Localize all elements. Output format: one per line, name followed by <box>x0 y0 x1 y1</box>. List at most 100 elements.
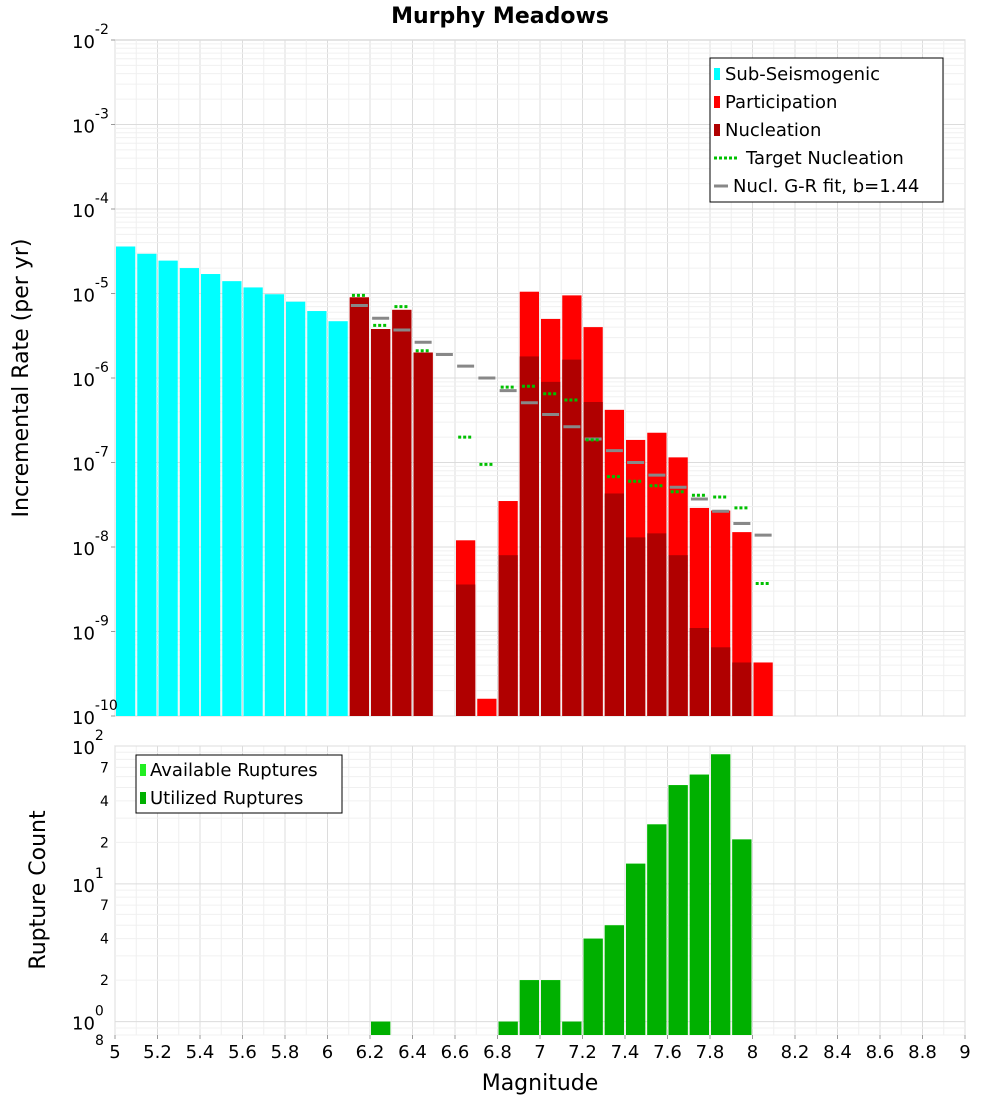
x-tick-label: 7.6 <box>653 1042 682 1063</box>
nucleation-bar <box>371 329 391 716</box>
legend-swatch <box>714 96 720 108</box>
utilized-rupture-bar <box>541 980 561 1035</box>
count-y-minor-label: 7 <box>100 760 109 776</box>
nucleation-bar <box>413 352 433 716</box>
x-tick-label: 6.6 <box>441 1042 470 1063</box>
rate-lines <box>350 293 772 585</box>
nucleation-bar <box>626 537 646 716</box>
x-tick-label: 7.2 <box>568 1042 597 1063</box>
utilized-rupture-bar <box>371 1021 391 1035</box>
rate-legend: Sub-Seismogenic Participation Nucleation Ta… <box>709 57 944 203</box>
count-y-minor-label: 8 <box>95 1033 104 1049</box>
x-tick-label: 7.4 <box>611 1042 640 1063</box>
legend-label: Participation <box>725 92 837 113</box>
rate-y-tick-exp: -3 <box>95 107 109 123</box>
sub-seismogenic-bar <box>137 253 157 716</box>
count-y-tick-exp: 1 <box>95 866 104 882</box>
x-axis-label: Magnitude <box>482 1071 599 1096</box>
rate-y-tick-base: 10 <box>72 32 95 53</box>
count-y-tick-label: 101 <box>72 866 104 897</box>
count-y-minor-label: 2 <box>100 973 109 989</box>
sub-seismogenic-bar <box>328 321 348 716</box>
rate-y-tick-label: 10-4 <box>72 191 109 222</box>
nucleation-bar <box>519 356 539 716</box>
rate-y-tick-label: 10-8 <box>72 529 109 560</box>
legend-swatch <box>714 68 720 80</box>
count-legend-label: Available Ruptures <box>150 760 318 781</box>
sub-seismogenic-bar <box>179 268 199 716</box>
rate-y-tick-exp: -4 <box>95 191 109 207</box>
nucleation-bar <box>456 584 476 716</box>
sub-seismogenic-bar <box>243 287 263 716</box>
count-y-tick-base: 10 <box>72 1014 95 1035</box>
utilized-rupture-bar <box>498 1021 518 1035</box>
nucleation-bar <box>689 628 709 716</box>
sub-seismogenic-bar <box>222 281 242 716</box>
utilized-rupture-bar <box>732 839 752 1035</box>
sub-seismogenic-bar <box>116 246 136 716</box>
x-tick-label: 5 <box>109 1042 120 1063</box>
participation-bar <box>753 662 773 716</box>
rate-y-tick-base: 10 <box>72 117 95 138</box>
rate-y-tick-label: 10-3 <box>72 107 109 138</box>
rate-y-tick-base: 10 <box>72 624 95 645</box>
count-y-minor-label: 4 <box>100 794 109 810</box>
legend-label: Nucleation <box>725 120 821 141</box>
rate-y-tick-exp: -7 <box>95 445 109 461</box>
rate-y-tick-label: 10-6 <box>72 360 109 391</box>
utilized-rupture-bar <box>689 774 709 1035</box>
rate-y-tick-base: 10 <box>72 455 95 476</box>
count-legend-swatch <box>140 764 146 776</box>
count-legend-box <box>135 754 343 814</box>
count-y-minor-label: 7 <box>100 898 109 914</box>
nucleation-bar <box>668 555 688 716</box>
rate-y-tick-label: 10-10 <box>72 698 118 729</box>
x-tick-label: 6.8 <box>483 1042 512 1063</box>
x-tick-label: 7 <box>534 1042 545 1063</box>
rate-y-tick-exp: -5 <box>95 276 109 292</box>
rate-y-tick-base: 10 <box>72 201 95 222</box>
rate-y-tick-base: 10 <box>72 370 95 391</box>
participation-bar <box>477 698 497 716</box>
nucleation-bar <box>647 533 667 716</box>
x-tick-label: 6 <box>322 1042 333 1063</box>
utilized-rupture-bar <box>626 863 646 1035</box>
nucleation-bar <box>498 555 518 716</box>
x-tick-label: 8.8 <box>908 1042 937 1063</box>
sub-seismogenic-bar <box>307 311 327 716</box>
count-y-tick-label: 100 <box>72 1004 104 1035</box>
legend-label: Target Nucleation <box>745 148 904 169</box>
sub-seismogenic-bar <box>264 294 284 716</box>
rate-y-tick-exp: -8 <box>95 529 109 545</box>
utilized-rupture-bar <box>604 925 624 1035</box>
count-x-ticks: 5 5.2 5.4 5.6 5.8 6 6.2 6.4 6.6 6.8 7 7.2 7.4 7.6 7.8 8… <box>109 1035 971 1063</box>
x-tick-label: 8 <box>747 1042 758 1063</box>
count-y-tick-exp: 2 <box>95 728 104 744</box>
count-y-tick-exp: 0 <box>95 1004 104 1020</box>
sub-seismogenic-bar <box>201 274 221 716</box>
x-tick-label: 8.6 <box>866 1042 895 1063</box>
rate-legend-box <box>709 57 944 203</box>
x-tick-label: 7.8 <box>696 1042 725 1063</box>
count-y-axis-label: Rupture Count <box>26 810 51 970</box>
x-tick-label: 5.8 <box>271 1042 300 1063</box>
rate-y-tick-exp: -9 <box>95 614 109 630</box>
utilized-rupture-bar <box>647 824 667 1035</box>
count-y-minor-label: 4 <box>100 932 109 948</box>
rate-y-tick-exp: -6 <box>95 360 109 376</box>
x-tick-label: 9 <box>959 1042 970 1063</box>
rate-y-tick-exp: -2 <box>95 22 109 38</box>
nucleation-bar <box>711 647 731 716</box>
utilized-rupture-bar <box>519 980 539 1035</box>
count-bars <box>371 754 752 1035</box>
nucleation-bar <box>732 662 752 716</box>
x-tick-label: 8.4 <box>823 1042 852 1063</box>
utilized-rupture-bar <box>711 754 731 1035</box>
x-tick-label: 5.6 <box>228 1042 257 1063</box>
rate-y-tick-label: 10-7 <box>72 445 109 476</box>
nucleation-bar <box>562 359 582 716</box>
